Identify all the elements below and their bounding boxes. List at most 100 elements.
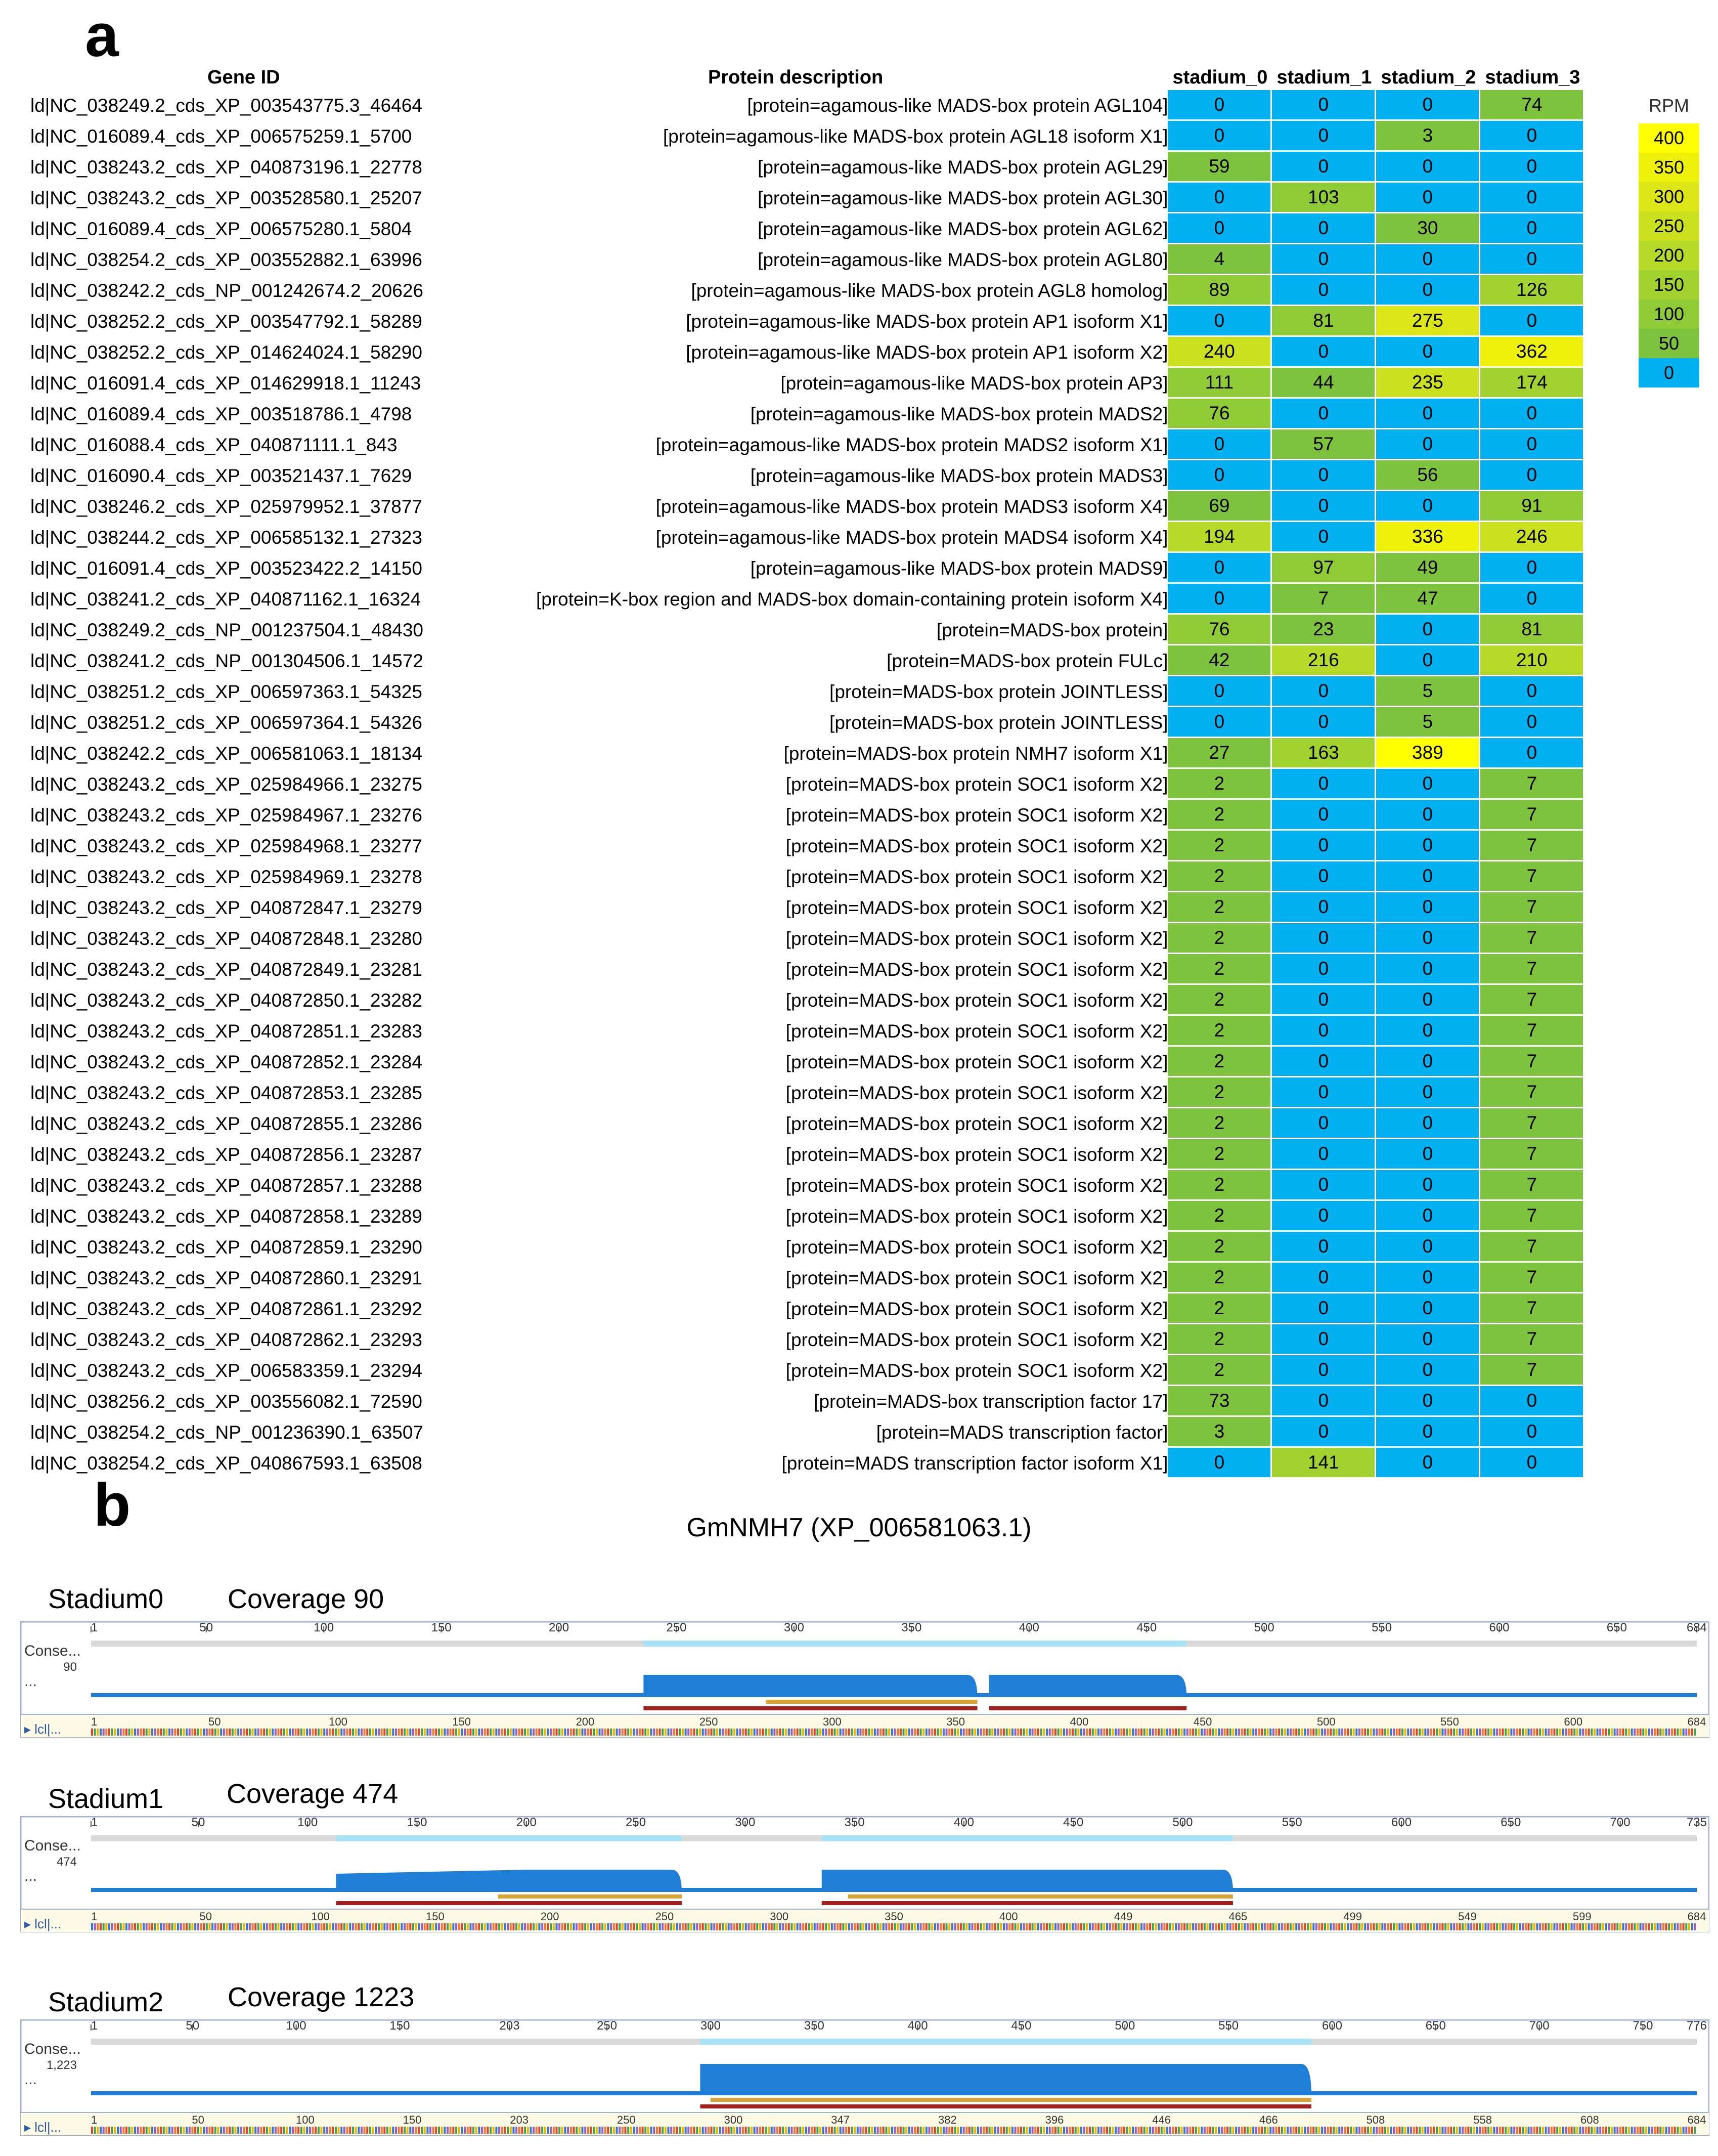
legend-level: 300 — [1639, 182, 1699, 211]
alignment-title: GmNMH7 (XP_006581063.1) — [686, 1513, 1032, 1542]
rpm-value-cell: 56 — [1376, 460, 1481, 491]
sequence-tick: 465 — [1228, 1910, 1247, 1923]
expression-table: Gene ID Protein description stadium_0 st… — [30, 65, 1585, 1479]
rpm-value-cell: 0 — [1376, 399, 1481, 429]
rpm-value-cell: 2 — [1168, 1077, 1272, 1108]
rpm-value-cell: 0 — [1168, 429, 1272, 460]
table-row: ld|NC_038252.2_cds_XP_003547792.1_58289 [… — [30, 306, 1585, 337]
table-row: ld|NC_038243.2_cds_XP_040872853.1_23285 [… — [30, 1077, 1585, 1108]
sequence-tick: 382 — [938, 2114, 957, 2126]
protein-description-cell: [protein=MADS-box protein JOINTLESS] — [829, 681, 1168, 702]
table-row: ld|NC_038241.2_cds_NP_001304506.1_14572 [… — [30, 645, 1585, 676]
cds-bar — [700, 2104, 1311, 2108]
coverage-block — [643, 1675, 978, 1697]
table-row: ld|NC_016090.4_cds_XP_003521437.1_7629 [p… — [30, 460, 1585, 491]
protein-description-cell: [protein=MADS-box protein NMH7 isoform X… — [783, 743, 1168, 764]
sequence-strip — [20, 1714, 1709, 1738]
rpm-value-cell: 0 — [1376, 1077, 1481, 1108]
coverage-viewer-stadium1[interactable]: 1 50 100 150 200 250 300 350 400 450 500 550 600 650 7… — [20, 1816, 1709, 1932]
legend-level: 400 — [1639, 123, 1699, 153]
table-row: ld|NC_038243.2_cds_XP_040872847.1_23279 [… — [30, 892, 1585, 923]
table-row: ld|NC_038243.2_cds_XP_025984968.1_23277 [… — [30, 831, 1585, 861]
rpm-value-cell: 0 — [1168, 306, 1272, 337]
svg-text:300: 300 — [700, 2019, 721, 2033]
rpm-value-cell: 0 — [1272, 1232, 1377, 1263]
protein-description-cell: [protein=MADS transcription factor isofo… — [781, 1452, 1168, 1474]
sequence-tick: 347 — [831, 2114, 850, 2126]
rpm-value-cell: 216 — [1272, 645, 1377, 676]
ruler-tick: 100 — [314, 1621, 334, 1634]
svg-text:600: 600 — [1489, 1621, 1509, 1634]
sequence-label: ▸ lcl|... — [24, 1916, 61, 1931]
panel-b-letter: b — [94, 1471, 131, 1539]
sequence-tick: 549 — [1458, 1910, 1477, 1923]
rpm-value-cell: 47 — [1376, 584, 1481, 615]
rpm-value-cell: 2 — [1168, 1139, 1272, 1170]
rpm-value-cell: 7 — [1480, 1324, 1585, 1355]
ruler-tick: 450 — [1136, 1621, 1157, 1634]
protein-description-cell: [protein=MADS-box protein SOC1 isoform X… — [785, 1020, 1168, 1042]
protein-description-cell: [protein=MADS-box protein SOC1 isoform X… — [785, 928, 1168, 949]
protein-description-cell: [protein=MADS-box protein SOC1 isoform X… — [785, 1113, 1168, 1134]
rpm-value-cell: 0 — [1272, 491, 1377, 522]
rpm-value-cell: 2 — [1168, 923, 1272, 954]
gene-id-cell: ld|NC_038254.2_cds_NP_001236390.1_63507 — [30, 1421, 423, 1443]
table-row: ld|NC_038254.2_cds_XP_003552882.1_63996 [… — [30, 244, 1585, 275]
rpm-value-cell: 0 — [1480, 306, 1585, 337]
table-row: ld|NC_038251.2_cds_XP_006597364.1_54326 [… — [30, 707, 1585, 738]
gene-id-cell: ld|NC_038246.2_cds_XP_025979952.1_37877 — [30, 496, 422, 517]
table-row: ld|NC_038246.2_cds_XP_025979952.1_37877 [… — [30, 491, 1585, 522]
stage-header: stadium_3 — [1485, 66, 1580, 88]
ruler-tick: 700 — [1529, 2019, 1550, 2033]
sequence-tick: 150 — [426, 1910, 445, 1923]
coverage-max-label: 1,223 — [47, 2058, 77, 2072]
sequence-tick: 50 — [200, 1910, 212, 1923]
rpm-value-cell: 0 — [1480, 244, 1585, 275]
table-row: ld|NC_038243.2_cds_XP_040872861.1_23292 [… — [30, 1293, 1585, 1324]
table-row: ld|NC_038243.2_cds_XP_040872858.1_23289 [… — [30, 1201, 1585, 1232]
sequence-tick: 350 — [885, 1910, 903, 1923]
rpm-value-cell: 0 — [1272, 861, 1377, 892]
table-row: ld|NC_038252.2_cds_XP_014624024.1_58290 [… — [30, 337, 1585, 368]
rpm-value-cell: 336 — [1376, 522, 1481, 553]
table-row: ld|NC_038243.2_cds_XP_003528580.1_25207 [… — [30, 183, 1585, 213]
rpm-value-cell: 27 — [1168, 738, 1272, 769]
cds-bar — [336, 1901, 682, 1905]
table-row: ld|NC_016088.4_cds_XP_040871111.1_843 [pr… — [30, 429, 1585, 460]
rpm-value-cell: 0 — [1376, 183, 1481, 213]
protein-description-cell: [protein=agamous-like MADS-box protein M… — [750, 403, 1168, 424]
rpm-value-cell: 0 — [1376, 892, 1481, 923]
coverage-viewer-stadium2[interactable]: 1 50 100 150 203 250 300 350 400 450 500 550 600 650 7… — [20, 2019, 1709, 2136]
svg-text:1: 1 — [91, 1816, 98, 1829]
ruler-tick: 550 — [1372, 1621, 1392, 1634]
coverage-max-label: 474 — [57, 1855, 77, 1869]
rpm-value-cell: 7 — [1480, 1201, 1585, 1232]
rpm-value-cell: 0 — [1480, 1386, 1585, 1417]
ruler-tick: 300 — [700, 2019, 721, 2033]
coverage-viewer-stadium0[interactable]: 1 50 100 150 200 250 300 350 400 450 500 550 600 650 6… — [20, 1621, 1709, 1738]
gene-id-cell: ld|NC_038252.2_cds_XP_003547792.1_58289 — [30, 311, 422, 332]
sequence-tick: 400 — [999, 1910, 1018, 1923]
gene-id-cell: ld|NC_038243.2_cds_XP_040872857.1_23288 — [30, 1175, 422, 1196]
svg-text:150: 150 — [389, 2019, 410, 2033]
gene-id-cell: ld|NC_016090.4_cds_XP_003521437.1_7629 — [30, 465, 412, 486]
rpm-value-cell: 163 — [1272, 738, 1377, 769]
sequence-tick: 300 — [724, 2114, 743, 2126]
rpm-value-cell: 0 — [1480, 429, 1585, 460]
protein-description-cell: [protein=MADS-box protein SOC1 isoform X… — [785, 1236, 1168, 1258]
table-row: ld|NC_038243.2_cds_XP_025984967.1_23276 [… — [30, 800, 1585, 831]
ruler-tick: 776 — [1687, 2019, 1707, 2033]
rpm-value-cell: 2 — [1168, 1201, 1272, 1232]
rpm-value-cell: 0 — [1376, 152, 1481, 183]
sequence-tick: 150 — [403, 2114, 422, 2126]
rpm-value-cell: 0 — [1272, 121, 1377, 152]
ruler-tick: 50 — [186, 2019, 199, 2033]
sequence-tick: 350 — [946, 1715, 965, 1728]
table-row: ld|NC_016089.4_cds_XP_003518786.1_4798 [p… — [30, 399, 1585, 429]
legend-level: 250 — [1639, 211, 1699, 241]
svg-text:1: 1 — [91, 1621, 98, 1634]
protein-description-cell: [protein=MADS-box transcription factor 1… — [814, 1391, 1168, 1412]
rpm-value-cell: 0 — [1272, 800, 1377, 831]
rpm-value-cell: 2 — [1168, 892, 1272, 923]
rpm-value-cell: 0 — [1272, 1108, 1377, 1139]
